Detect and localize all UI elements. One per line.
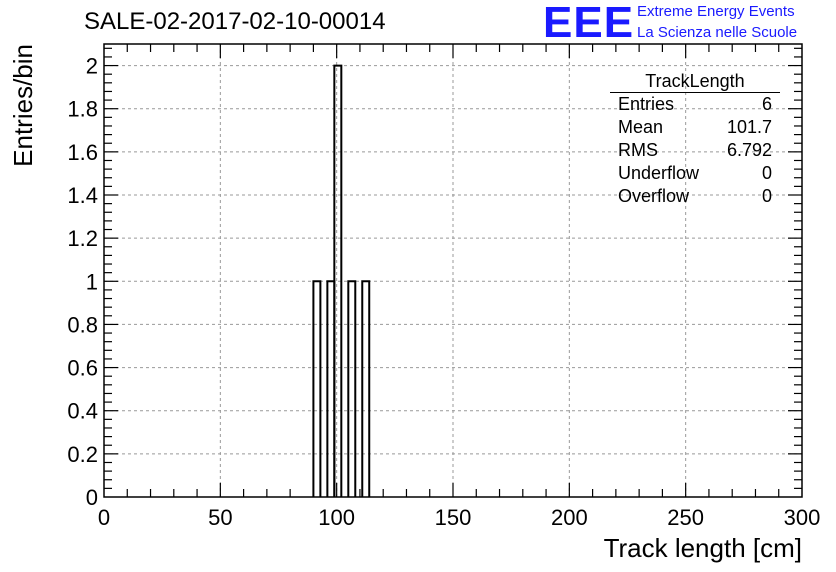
y-tick-label: 0.6: [67, 356, 98, 381]
chart-title: SALE-02-2017-02-10-00014: [84, 8, 386, 35]
stats-value-overflow: 0: [761, 186, 772, 206]
stats-row: RMS 6.792: [610, 139, 780, 162]
stats-row: Entries 6: [610, 93, 780, 116]
stats-label-mean: Mean: [618, 117, 664, 137]
x-axis-ticks: 0 50 100 150 200 250 300: [98, 505, 820, 530]
y-tick-label: 0.8: [67, 312, 98, 337]
y-tick-label: 1.4: [67, 183, 98, 208]
logo-text-line2: La Scienza nelle Scuole: [637, 24, 798, 41]
x-tick-label: 100: [318, 505, 355, 530]
stats-value-rms: 6.792: [726, 140, 772, 160]
stats-label-underflow: Underflow: [618, 163, 700, 183]
stats-value-mean: 101.7: [726, 117, 772, 137]
histogram-bars: [312, 64, 371, 497]
minor-ticks: [104, 44, 802, 497]
x-tick-label: 200: [551, 505, 588, 530]
y-axis-label: Entries/bin: [8, 44, 38, 167]
x-tick-label: 150: [435, 505, 472, 530]
histogram-bin: [312, 280, 322, 497]
stats-value-underflow: 0: [761, 163, 772, 183]
stats-row: Overflow 0: [610, 185, 780, 208]
y-tick-label: 1.6: [67, 140, 98, 165]
stats-value-entries: 6: [761, 94, 772, 114]
x-axis-label: Track length [cm]: [604, 533, 802, 563]
histogram-bin: [333, 64, 343, 497]
y-tick-label: 1: [86, 269, 98, 294]
stats-row: Mean 101.7: [610, 116, 780, 139]
stats-row: Underflow 0: [610, 162, 780, 185]
y-tick-label: 0.4: [67, 399, 98, 424]
x-tick-label: 0: [98, 505, 110, 530]
stats-title: TrackLength: [610, 70, 780, 93]
x-tick-label: 250: [667, 505, 704, 530]
x-tick-label: 50: [208, 505, 232, 530]
y-tick-label: 0.2: [67, 442, 98, 467]
histogram-bin: [347, 280, 357, 497]
histogram-bin: [361, 280, 371, 497]
stats-box: TrackLength Entries 6 Mean 101.7 RMS 6.7…: [610, 70, 780, 208]
stats-label-rms: RMS: [618, 140, 658, 160]
y-tick-label: 1.2: [67, 226, 98, 251]
eee-logo: EEE: [543, 0, 635, 47]
x-tick-label: 300: [784, 505, 821, 530]
y-tick-label: 2: [86, 54, 98, 79]
stats-label-entries: Entries: [618, 94, 675, 114]
y-tick-label: 1.8: [67, 97, 98, 122]
histogram-bin: [326, 280, 336, 497]
logo-text-line1: Extreme Energy Events: [637, 3, 795, 20]
grid-lines: [104, 44, 802, 497]
y-axis-ticks: 0 0.2 0.4 0.6 0.8 1 1.2 1.4 1.6 1.8 2: [67, 54, 98, 510]
stats-label-overflow: Overflow: [618, 186, 690, 206]
y-tick-label: 0: [86, 485, 98, 510]
